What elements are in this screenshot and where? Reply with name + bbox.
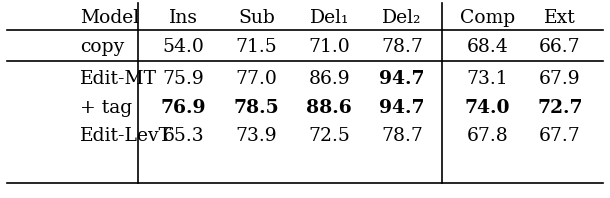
Text: 72.5: 72.5 <box>308 127 350 145</box>
Text: 77.0: 77.0 <box>235 69 278 88</box>
Text: 67.9: 67.9 <box>539 69 581 88</box>
Text: 67.8: 67.8 <box>466 127 508 145</box>
Text: 76.9: 76.9 <box>161 99 206 117</box>
Text: Model: Model <box>81 9 140 27</box>
Text: 78.7: 78.7 <box>381 127 423 145</box>
Text: 78.5: 78.5 <box>234 99 279 117</box>
Text: 94.7: 94.7 <box>379 69 425 88</box>
Text: Comp: Comp <box>459 9 515 27</box>
Text: 68.4: 68.4 <box>466 38 508 56</box>
Text: 75.9: 75.9 <box>163 69 204 88</box>
Text: 71.0: 71.0 <box>309 38 350 56</box>
Text: 86.9: 86.9 <box>309 69 350 88</box>
Text: 73.9: 73.9 <box>235 127 277 145</box>
Text: + tag: + tag <box>81 99 132 117</box>
Text: copy: copy <box>81 38 124 56</box>
Text: 88.6: 88.6 <box>306 99 352 117</box>
Text: 72.7: 72.7 <box>537 99 583 117</box>
Text: 74.0: 74.0 <box>464 99 510 117</box>
Text: 78.7: 78.7 <box>381 38 423 56</box>
Text: 73.1: 73.1 <box>467 69 508 88</box>
Text: 54.0: 54.0 <box>163 38 204 56</box>
Text: Del₂: Del₂ <box>382 9 422 27</box>
Text: 66.7: 66.7 <box>539 38 581 56</box>
Text: Sub: Sub <box>238 9 275 27</box>
Text: Del₁: Del₁ <box>310 9 349 27</box>
Text: 67.7: 67.7 <box>539 127 581 145</box>
Text: Edit-LevT: Edit-LevT <box>81 127 173 145</box>
Text: 71.5: 71.5 <box>235 38 278 56</box>
Text: Ext: Ext <box>544 9 576 27</box>
Text: Ins: Ins <box>169 9 198 27</box>
Text: Edit-MT: Edit-MT <box>81 69 157 88</box>
Text: 65.3: 65.3 <box>163 127 204 145</box>
Text: 94.7: 94.7 <box>379 99 425 117</box>
